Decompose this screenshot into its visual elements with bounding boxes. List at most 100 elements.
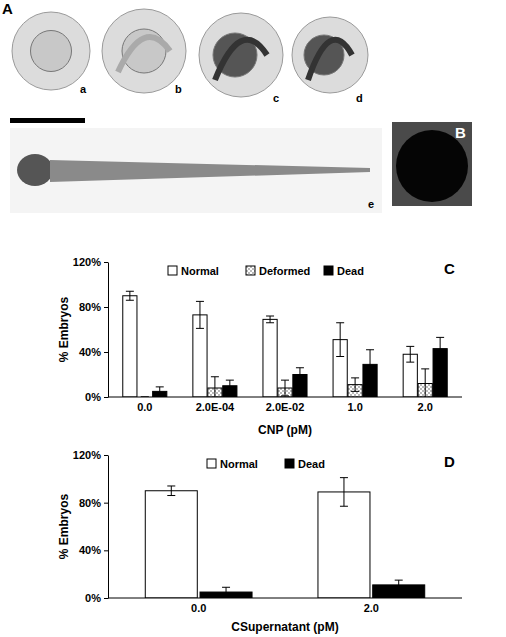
- error-bar: [436, 337, 444, 360]
- bar: [123, 296, 137, 397]
- y-axis: 0% 40% 80% 120%: [73, 449, 109, 604]
- plot-area: [145, 478, 424, 598]
- tick-label: 2.0E-02: [266, 401, 305, 413]
- legend-label: Deformed: [259, 265, 310, 277]
- error-bar: [126, 291, 134, 300]
- tick-label: 0.0: [191, 602, 206, 614]
- error-bar: [296, 368, 304, 382]
- legend-swatch: [168, 266, 177, 275]
- x-axis: 0.0 2.0: [108, 598, 462, 614]
- tick-mark: [104, 262, 108, 263]
- bar: [318, 492, 370, 598]
- error-bar: [222, 587, 230, 597]
- error-bar: [156, 387, 164, 396]
- error-bar: [211, 377, 219, 397]
- axis-line: [108, 456, 109, 599]
- photo-panel: [10, 5, 472, 213]
- x-axis-title: CSupernatant (pM): [231, 620, 338, 634]
- x-axis-title: CNP (pM): [258, 423, 312, 437]
- error-bar: [226, 380, 234, 391]
- tick-mark: [104, 397, 108, 398]
- embryo-chorion: [292, 17, 368, 93]
- tick: 0.0: [191, 598, 206, 614]
- axis-line: [108, 263, 109, 398]
- photo: [10, 128, 382, 213]
- photo: [10, 5, 92, 97]
- embryo-tail: [215, 40, 267, 80]
- tick-label: 120%: [73, 256, 101, 268]
- axis-line: [108, 598, 462, 599]
- tick: 2.0E-04: [196, 397, 235, 413]
- tick: 80%: [79, 301, 108, 313]
- tick: 40%: [79, 544, 108, 556]
- embryo-tail: [308, 40, 352, 80]
- figure: Aa b c d e B 0% 40% 80% 120% 0.0 2.0E-04 2.0E-02 1.0 2…: [0, 0, 506, 637]
- y-axis-title: % Embryos: [57, 296, 71, 362]
- tick: 1.0: [347, 397, 362, 413]
- error-bar: [351, 378, 359, 392]
- x-axis: 0.02.0E-042.0E-021.02.0: [108, 397, 462, 413]
- panel-label: A: [2, 0, 13, 17]
- legend: Normal Dead: [207, 458, 325, 470]
- tick: 120%: [73, 256, 108, 268]
- tick-label: 2.0: [364, 602, 379, 614]
- panel-label: c: [273, 92, 279, 104]
- tick-label: 80%: [79, 497, 101, 509]
- tick: 0%: [85, 391, 108, 403]
- error-bar: [336, 323, 344, 357]
- chart: 0%40%80%120%0.02.0E-042.0E-021.02.0CNP (…: [57, 256, 462, 437]
- y-axis-title: % Embryos: [57, 493, 71, 559]
- tick: 80%: [79, 497, 108, 509]
- legend-label: Normal: [181, 265, 219, 277]
- tick-mark: [104, 503, 108, 504]
- chart: 0% 40% 80% 120% 0.0 2.0 CSupernatant (pM) % Emb…: [57, 449, 462, 634]
- tick-label: 80%: [79, 301, 101, 313]
- tick-label: 0.0: [137, 401, 152, 413]
- tick: 120%: [73, 449, 108, 461]
- error-bar: [340, 478, 348, 507]
- tick-mark: [104, 598, 108, 599]
- tick: 0.0: [137, 397, 152, 413]
- tick-label: 0%: [85, 592, 101, 604]
- photo: [100, 5, 188, 97]
- tick-label: 40%: [79, 346, 101, 358]
- embryo-chorion: [199, 13, 283, 97]
- tick-mark: [104, 550, 108, 551]
- series: [123, 291, 418, 397]
- panel-label: D: [444, 453, 455, 470]
- legend-label: Dead: [298, 458, 325, 470]
- larva-body: [50, 160, 370, 182]
- panel-label: B: [455, 124, 466, 141]
- tick: 40%: [79, 346, 108, 358]
- panel-label: e: [368, 198, 374, 210]
- tick-mark: [104, 307, 108, 308]
- legend-swatch: [207, 459, 216, 468]
- error-bar: [395, 580, 403, 590]
- photo: [392, 122, 472, 206]
- legend-swatch: [324, 266, 333, 275]
- embryo-tail: [118, 37, 170, 72]
- scale-bar: [10, 118, 85, 123]
- photo: [290, 5, 370, 105]
- axis-line: [108, 397, 462, 398]
- tick-label: 0%: [85, 391, 101, 403]
- legend-label: Normal: [220, 458, 258, 470]
- embryo-chorion: [102, 9, 186, 93]
- tick-mark: [104, 455, 108, 456]
- tick: 2.0: [364, 598, 379, 614]
- panel-label: a: [80, 83, 87, 95]
- error-bar: [406, 346, 414, 362]
- series: [141, 369, 432, 397]
- tick-label: 40%: [79, 544, 101, 556]
- tick-label: 1.0: [347, 401, 362, 413]
- photo: [197, 5, 285, 105]
- bar: [145, 491, 197, 598]
- error-bar: [281, 380, 289, 396]
- error-bar: [266, 316, 274, 323]
- tick-label: 2.0E-04: [196, 401, 235, 413]
- tick-label: 120%: [73, 449, 101, 461]
- panel-label: d: [356, 92, 363, 104]
- panel-label: b: [175, 83, 182, 95]
- legend-swatch: [285, 459, 294, 468]
- y-axis: 0% 40% 80% 120%: [73, 256, 109, 403]
